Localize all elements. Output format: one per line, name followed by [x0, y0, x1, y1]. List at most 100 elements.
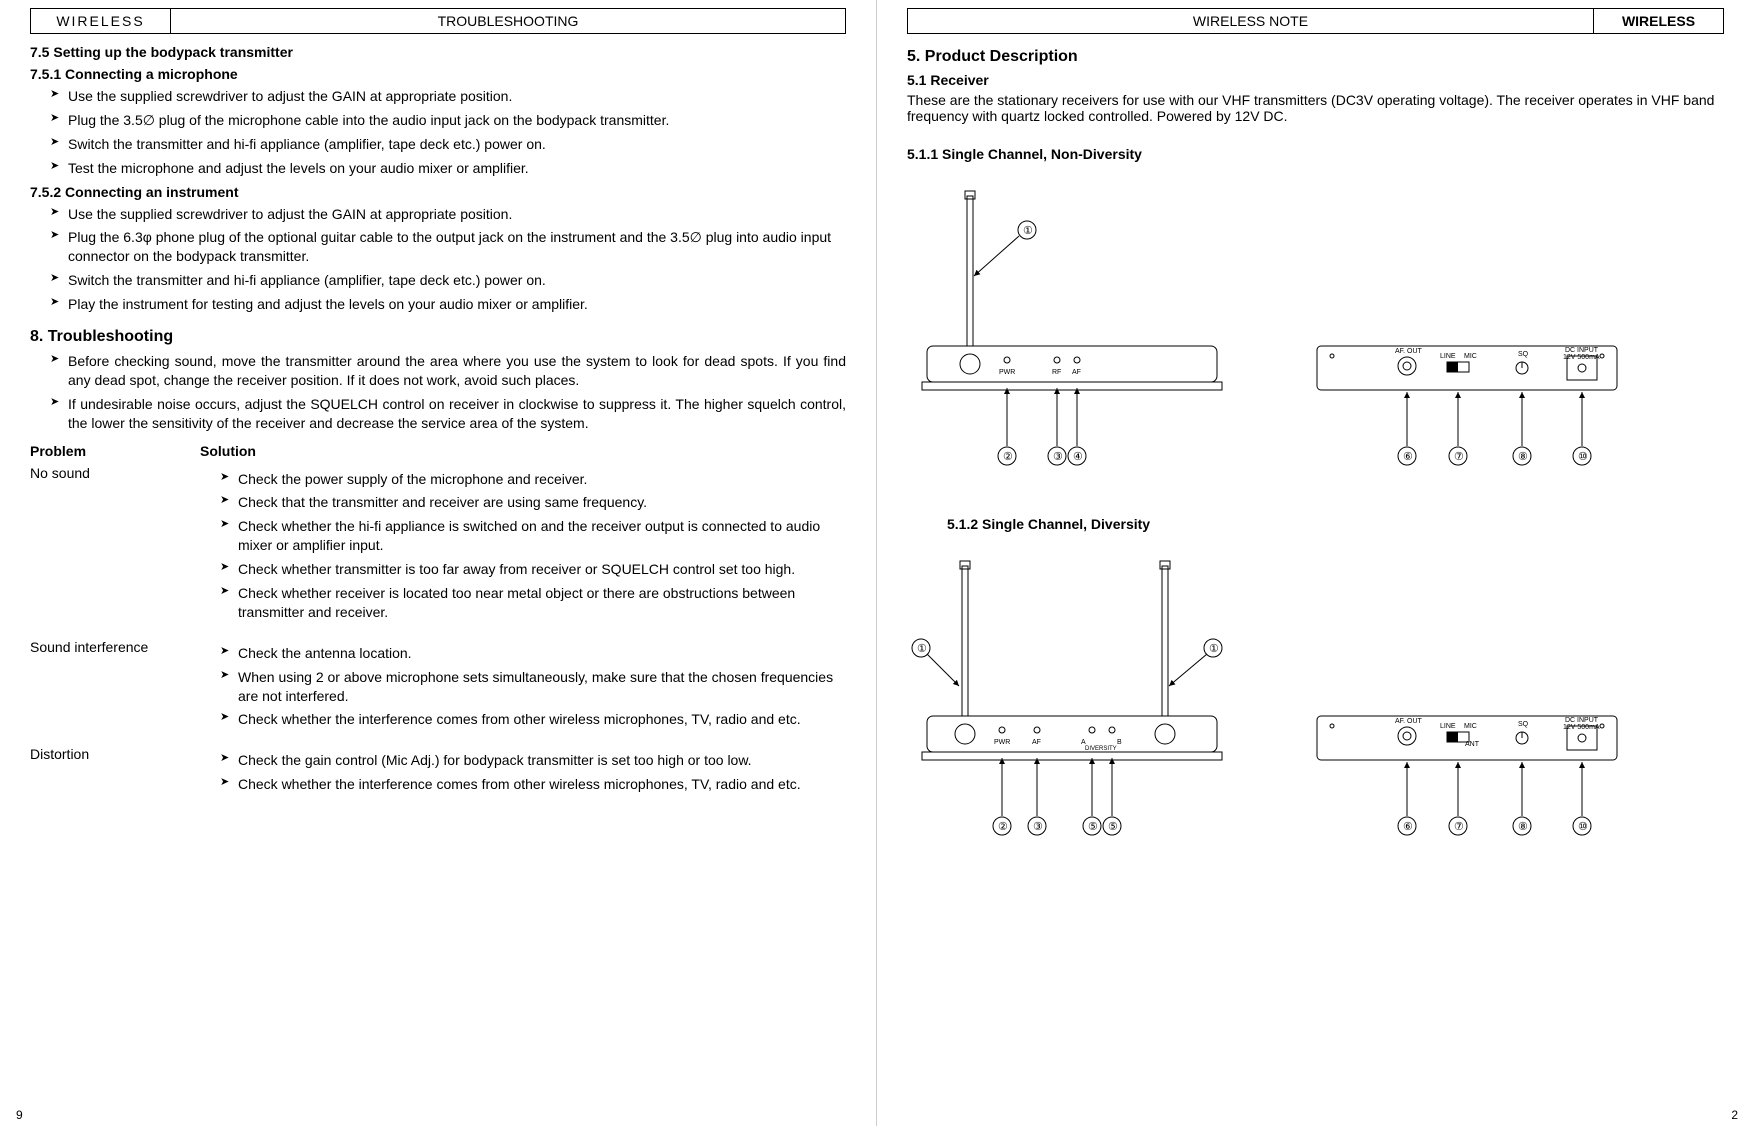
- header-title-right: WIRELESS NOTE: [908, 9, 1593, 33]
- callout-8: ⑧: [1518, 451, 1528, 463]
- label-div-b: B: [1117, 739, 1122, 746]
- list-item: Switch the transmitter and hi-fi applian…: [50, 271, 846, 290]
- label-pwr: PWR: [994, 739, 1010, 746]
- label-rf: RF: [1052, 369, 1061, 376]
- list-item: Check whether the interference comes fro…: [220, 775, 846, 794]
- callout-6: ⑥: [1403, 821, 1413, 833]
- callout-7: ⑦: [1454, 451, 1464, 463]
- header-brand-right: WIRELESS: [1593, 9, 1723, 33]
- header-title-left: TROUBLESHOOTING: [171, 9, 845, 33]
- callout-5a: ⑤: [1088, 821, 1098, 833]
- list-item: Use the supplied screwdriver to adjust t…: [50, 205, 846, 224]
- list-item: Plug the 3.5∅ plug of the microphone cab…: [50, 111, 846, 130]
- callout-10: ⑩: [1578, 821, 1588, 833]
- heading-5-1: 5.1 Receiver: [907, 72, 1724, 88]
- list-item: Play the instrument for testing and adju…: [50, 295, 846, 314]
- header-brand-left: WIRELESS: [31, 9, 171, 33]
- label-afout: AF. OUT: [1395, 718, 1423, 725]
- table-header: Problem Solution: [30, 443, 846, 459]
- callout-10: ⑩: [1578, 451, 1588, 463]
- page-left: WIRELESS TROUBLESHOOTING 7.5 Setting up …: [0, 0, 877, 1126]
- heading-8: 8. Troubleshooting: [30, 328, 846, 346]
- label-dc2: 12V 500mA: [1563, 354, 1600, 361]
- list-item: Check whether the interference comes fro…: [220, 710, 846, 729]
- diagram-d-svg: PWR AF A DIVERSITY B ① ① ② ③: [907, 546, 1707, 856]
- label-diversity: DIVERSITY: [1085, 746, 1117, 752]
- callout-7: ⑦: [1454, 821, 1464, 833]
- label-line: LINE: [1440, 353, 1456, 360]
- heading-5-1-1: 5.1.1 Single Channel, Non-Diversity: [907, 146, 1724, 162]
- label-ant: ANT: [1465, 741, 1480, 748]
- callout-6: ⑥: [1403, 451, 1413, 463]
- callout-3: ③: [1033, 821, 1043, 833]
- list-7-5-2: Use the supplied screwdriver to adjust t…: [30, 205, 846, 314]
- table-row: Sound interference Check the antenna loc…: [30, 639, 846, 735]
- table-row: No sound Check the power supply of the m…: [30, 465, 846, 627]
- list-8: Before checking sound, move the transmit…: [30, 352, 846, 433]
- list-item: If undesirable noise occurs, adjust the …: [50, 395, 846, 433]
- solution-list: Check the antenna location. When using 2…: [200, 644, 846, 730]
- heading-7-5-2: 7.5.2 Connecting an instrument: [30, 184, 846, 200]
- troubleshoot-table: Problem Solution No sound Check the powe…: [30, 443, 846, 800]
- page-number-right: 2: [1731, 1108, 1738, 1122]
- label-af: AF: [1072, 369, 1081, 376]
- list-item: Test the microphone and adjust the level…: [50, 159, 846, 178]
- callout-5b: ⑤: [1108, 821, 1118, 833]
- label-mic: MIC: [1464, 353, 1477, 360]
- solution-list: Check the power supply of the microphone…: [200, 470, 846, 622]
- front-unit-diversity: PWR AF A DIVERSITY B ① ① ② ③: [912, 561, 1222, 835]
- page-right: WIRELESS NOTE WIRELESS 5. Product Descri…: [877, 0, 1754, 1126]
- heading-5: 5. Product Description: [907, 48, 1724, 66]
- callout-4: ④: [1073, 451, 1083, 463]
- callout-2: ②: [1003, 451, 1013, 463]
- header-row-left: WIRELESS TROUBLESHOOTING: [30, 8, 846, 34]
- list-item: Check the gain control (Mic Adj.) for bo…: [220, 751, 846, 770]
- callout-8: ⑧: [1518, 821, 1528, 833]
- label-sq: SQ: [1518, 351, 1529, 358]
- diagram-diversity: PWR AF A DIVERSITY B ① ① ② ③: [907, 546, 1724, 856]
- list-item: Check that the transmitter and receiver …: [220, 493, 846, 512]
- table-row: Distortion Check the gain control (Mic A…: [30, 746, 846, 799]
- heading-5-1-2: 5.1.2 Single Channel, Diversity: [947, 516, 1724, 532]
- label-dc: DC INPUT: [1565, 347, 1599, 354]
- callout-1: ①: [1023, 225, 1033, 237]
- list-7-5-1: Use the supplied screwdriver to adjust t…: [30, 87, 846, 178]
- header-row-right: WIRELESS NOTE WIRELESS: [907, 8, 1724, 34]
- rear-unit-diversity: AF. OUT LINE MIC SQ ANT DC INPUT 12V 500…: [1317, 716, 1617, 835]
- diagram-nd-svg: PWR RF AF ① ② ③ ④: [907, 176, 1707, 486]
- label-mic: MIC: [1464, 723, 1477, 730]
- list-item: Use the supplied screwdriver to adjust t…: [50, 87, 846, 106]
- callout-1a: ①: [917, 643, 927, 655]
- label-afout: AF. OUT: [1395, 348, 1423, 355]
- col-problem: Problem: [30, 443, 200, 459]
- rear-unit: AF. OUT LINE MIC SQ DC INPUT 12V 500mA ⑥: [1317, 346, 1617, 465]
- label-af: AF: [1032, 739, 1041, 746]
- label-pwr: PWR: [999, 369, 1015, 376]
- callout-1b: ①: [1209, 643, 1219, 655]
- diagram-non-diversity: PWR RF AF ① ② ③ ④: [907, 176, 1724, 486]
- label-line: LINE: [1440, 723, 1456, 730]
- list-item: Check the power supply of the microphone…: [220, 470, 846, 489]
- list-item: Check the antenna location.: [220, 644, 846, 663]
- label-dc: DC INPUT: [1565, 717, 1599, 724]
- solution-list: Check the gain control (Mic Adj.) for bo…: [200, 751, 846, 794]
- callout-3: ③: [1053, 451, 1063, 463]
- list-item: Before checking sound, move the transmit…: [50, 352, 846, 390]
- paragraph-5-1: These are the stationary receivers for u…: [907, 92, 1724, 124]
- list-item: Check whether transmitter is too far awa…: [220, 560, 846, 579]
- heading-7-5: 7.5 Setting up the bodypack transmitter: [30, 44, 846, 60]
- label-div-a: A: [1081, 739, 1086, 746]
- label-sq: SQ: [1518, 721, 1529, 728]
- list-item: Check whether receiver is located too ne…: [220, 584, 846, 622]
- problem-cell: No sound: [30, 465, 200, 627]
- label-dc2: 12V 500mA: [1563, 724, 1600, 731]
- list-item: Plug the 6.3φ phone plug of the optional…: [50, 228, 846, 266]
- col-solution: Solution: [200, 443, 256, 459]
- list-item: When using 2 or above microphone sets si…: [220, 668, 846, 706]
- problem-cell: Sound interference: [30, 639, 200, 735]
- list-item: Check whether the hi-fi appliance is swi…: [220, 517, 846, 555]
- list-item: Switch the transmitter and hi-fi applian…: [50, 135, 846, 154]
- page-number-left: 9: [16, 1108, 23, 1122]
- callout-2: ②: [998, 821, 1008, 833]
- front-unit: PWR RF AF ① ② ③ ④: [922, 191, 1222, 465]
